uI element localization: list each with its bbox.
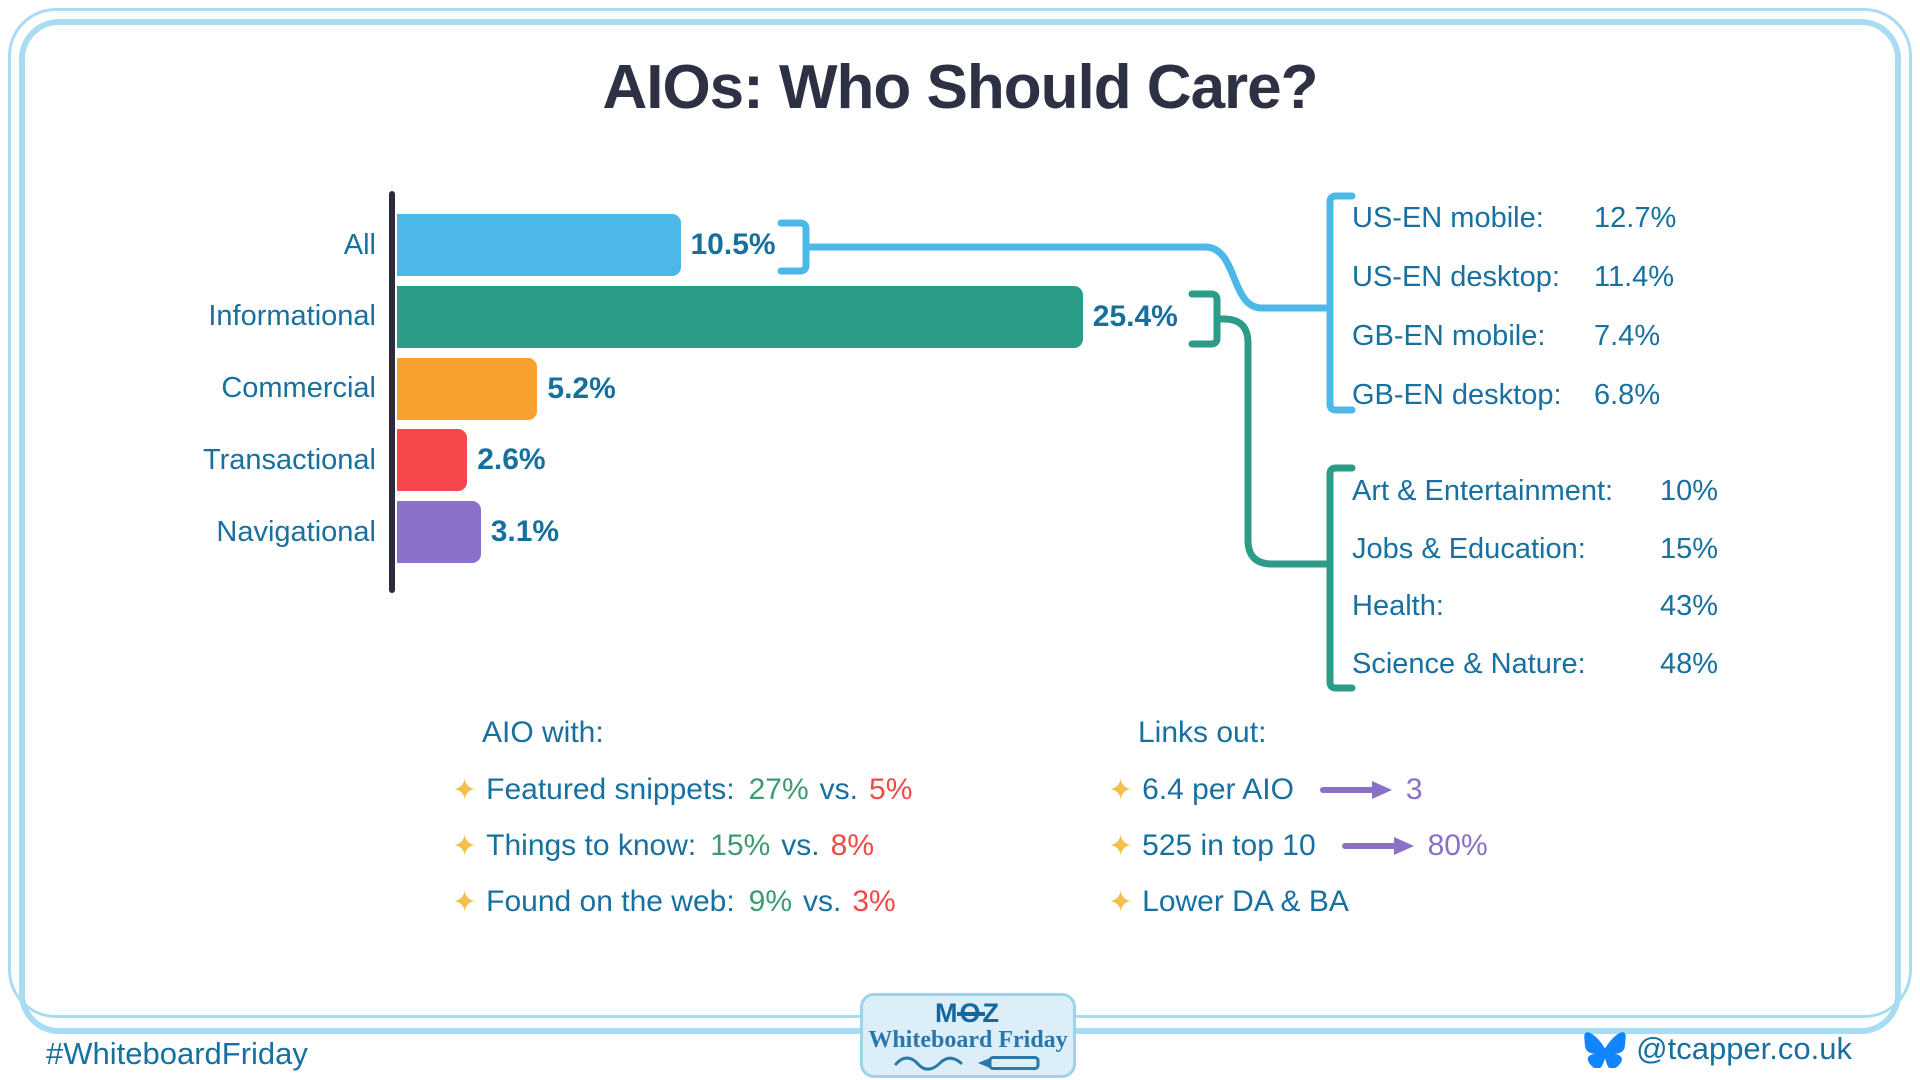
bar-value-label: 3.1% bbox=[490, 515, 560, 549]
whiteboard-friday-label: Whiteboard Friday bbox=[868, 1026, 1068, 1053]
callout-value: 10% bbox=[1660, 475, 1719, 508]
bar-category-label: Informational bbox=[208, 300, 376, 333]
bullet-label: Things to know: bbox=[486, 829, 697, 862]
bar-value-label: 2.6% bbox=[477, 443, 546, 477]
bar-transactional bbox=[397, 429, 468, 492]
squiggle-line bbox=[894, 1056, 963, 1071]
callout-label: Science & Nature: bbox=[1352, 647, 1586, 680]
list-item: ✦ 6.4 per AIO 3 bbox=[1108, 762, 1488, 818]
callout-label: US-EN desktop: bbox=[1352, 261, 1560, 293]
sparkle-icon: ✦ bbox=[1108, 829, 1134, 863]
vs-text: vs. bbox=[781, 829, 820, 862]
callout-label: US-EN mobile: bbox=[1352, 202, 1544, 234]
list-item: US-EN mobile: 12.7% bbox=[1352, 189, 1676, 248]
aio-with-rows: ✦ Featured snippets: 27% vs. 5% ✦ Things to kn… bbox=[452, 762, 912, 930]
list-item: US-EN desktop: 11.4% bbox=[1352, 248, 1676, 307]
bar-category-label: Navigational bbox=[216, 515, 376, 548]
value-with-aio: 15% bbox=[710, 829, 771, 862]
squiggle-and-marker-icon bbox=[894, 1056, 1040, 1071]
bar-value-label: 10.5% bbox=[690, 228, 776, 261]
bullet-label: Lower DA & BA bbox=[1142, 885, 1349, 918]
vertical-breakdown-list: Art & Entertainment: 10% Jobs & Education:… bbox=[1352, 463, 1718, 693]
value-without-aio: 8% bbox=[830, 829, 874, 862]
list-item: ✦ Lower DA & BA bbox=[1108, 874, 1488, 930]
bar-value-label: 5.2% bbox=[547, 371, 616, 405]
value-without-aio: 5% bbox=[869, 773, 913, 806]
social-handle: @tcapper.co.uk bbox=[1584, 1030, 1852, 1068]
callout-value: 15% bbox=[1660, 532, 1719, 565]
aio-with-heading: AIO with: bbox=[482, 716, 604, 749]
handle-text: @tcapper.co.uk bbox=[1636, 1031, 1852, 1066]
bar-category-label: All bbox=[343, 228, 376, 261]
callout-value: 48% bbox=[1660, 647, 1719, 680]
arrow-result-value: 80% bbox=[1427, 829, 1488, 862]
vs-text: vs. bbox=[803, 885, 842, 918]
list-item: GB-EN desktop: 6.8% bbox=[1352, 366, 1676, 425]
list-item: ✦ Featured snippets: 27% vs. 5% bbox=[452, 762, 912, 818]
aio-with-section: AIO with: ✦ Featured snippets: 27% vs. 5% ✦ Th… bbox=[452, 716, 912, 930]
callout-label: Art & Entertainment: bbox=[1352, 475, 1614, 508]
bar-row: Commercial 5.2% bbox=[140, 357, 616, 420]
bar-category-label: Transactional bbox=[202, 443, 376, 476]
bar-value-label: 25.4% bbox=[1092, 299, 1178, 333]
bullet-label: Found on the web: bbox=[486, 885, 735, 918]
callout-value: 6.8% bbox=[1594, 379, 1661, 411]
callout-label: Jobs & Education: bbox=[1352, 532, 1586, 565]
sparkle-icon: ✦ bbox=[452, 773, 478, 807]
sparkle-icon: ✦ bbox=[1108, 773, 1134, 807]
bullet-label: 6.4 per AIO bbox=[1142, 773, 1294, 806]
bar-informational bbox=[397, 285, 1083, 348]
bar-row: Transactional 2.6% bbox=[140, 429, 546, 492]
chart-axis-line bbox=[389, 191, 395, 593]
bar-row: Informational 25.4% bbox=[140, 285, 1178, 348]
callout-label: GB-EN desktop: bbox=[1352, 379, 1562, 411]
value-with-aio: 27% bbox=[748, 773, 809, 806]
bullet-label: Featured snippets: bbox=[486, 773, 735, 806]
bar-all bbox=[397, 214, 681, 276]
value-with-aio: 9% bbox=[748, 885, 793, 918]
list-item: Art & Entertainment: 10% bbox=[1352, 463, 1718, 521]
links-out-section: Links out: ✦ 6.4 per AIO 3 ✦ 525 in top 10 80… bbox=[1108, 716, 1488, 930]
bar-category-label: Commercial bbox=[221, 372, 376, 405]
hashtag-text: #WhiteboardFriday bbox=[46, 1036, 308, 1071]
links-out-heading: Links out: bbox=[1138, 716, 1267, 749]
bluesky-butterfly-icon bbox=[1584, 1032, 1626, 1068]
bullet-label: 525 in top 10 bbox=[1142, 829, 1316, 862]
vs-text: vs. bbox=[819, 773, 859, 806]
bar-commercial bbox=[397, 357, 538, 420]
bar-row: Navigational 3.1% bbox=[140, 501, 560, 564]
list-item: ✦ 525 in top 10 80% bbox=[1108, 818, 1488, 874]
callout-value: 43% bbox=[1660, 590, 1719, 623]
list-item: Jobs & Education: 15% bbox=[1352, 521, 1718, 579]
callout-label: Health: bbox=[1352, 590, 1444, 623]
sparkle-icon: ✦ bbox=[452, 885, 478, 919]
sparkle-icon: ✦ bbox=[1108, 885, 1134, 919]
list-item: Health: 43% bbox=[1352, 578, 1718, 636]
arrow-result-value: 3 bbox=[1405, 773, 1423, 806]
list-item: Science & Nature: 48% bbox=[1352, 636, 1718, 694]
list-item: ✦ Found on the web: 9% vs. 3% bbox=[452, 874, 912, 930]
callout-value: 7.4% bbox=[1594, 320, 1661, 352]
arrow-right-icon bbox=[1319, 781, 1392, 799]
page-title: AIOs: Who Should Care? bbox=[602, 53, 1318, 122]
arrow-right-icon bbox=[1341, 837, 1414, 855]
callout-value: 12.7% bbox=[1594, 202, 1677, 234]
bar-row: All 10.5% bbox=[140, 214, 776, 276]
links-out-rows: ✦ 6.4 per AIO 3 ✦ 525 in top 10 80% ✦ Lower DA … bbox=[1108, 762, 1488, 930]
marker-pen-icon bbox=[978, 1058, 990, 1069]
callout-value: 11.4% bbox=[1594, 261, 1675, 293]
list-item: GB-EN mobile: 7.4% bbox=[1352, 307, 1676, 366]
sparkle-icon: ✦ bbox=[452, 829, 478, 863]
value-without-aio: 3% bbox=[852, 885, 896, 918]
bar-navigational bbox=[397, 501, 481, 564]
list-item: ✦ Things to know: 15% vs. 8% bbox=[452, 818, 912, 874]
locale-breakdown-list: US-EN mobile: 12.7% US-EN desktop: 11.4% GB-… bbox=[1352, 189, 1676, 425]
callout-label: GB-EN mobile: bbox=[1352, 320, 1546, 352]
